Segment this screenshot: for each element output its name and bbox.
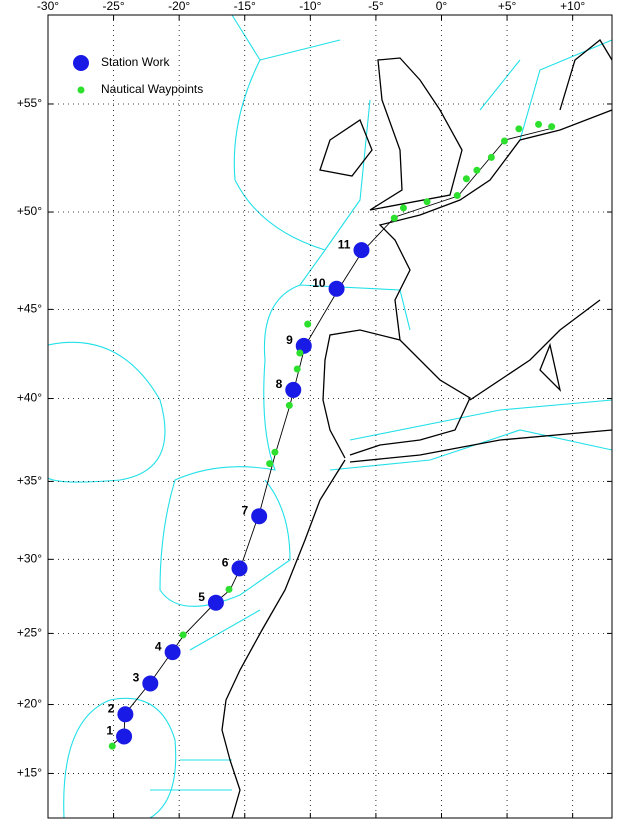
point bbox=[473, 166, 481, 174]
y-tick-label: +55° bbox=[17, 96, 42, 110]
x-tick-label: -20° bbox=[168, 0, 190, 13]
point-label: 9 bbox=[286, 333, 293, 347]
x-tick-label: -30° bbox=[37, 0, 59, 13]
x-tick-label: -10° bbox=[299, 0, 321, 13]
point bbox=[487, 153, 495, 161]
point bbox=[304, 320, 312, 328]
eez-boundary bbox=[47, 14, 613, 819]
point bbox=[399, 204, 407, 212]
point bbox=[462, 175, 470, 183]
point-label: 7 bbox=[241, 503, 248, 517]
point bbox=[353, 242, 370, 259]
point-label: 11 bbox=[338, 237, 351, 251]
point bbox=[271, 448, 279, 456]
point-label: 10 bbox=[312, 276, 326, 290]
y-tick-label: +50° bbox=[17, 204, 42, 218]
point bbox=[116, 728, 133, 745]
point bbox=[108, 742, 116, 750]
point bbox=[390, 214, 398, 222]
x-tick-label: -25° bbox=[103, 0, 125, 13]
basemap bbox=[47, 14, 613, 819]
y-tick-label: +30° bbox=[17, 551, 42, 565]
point bbox=[285, 401, 293, 409]
y-tick-label: +45° bbox=[17, 302, 42, 316]
y-tick-label: +35° bbox=[17, 474, 42, 488]
point bbox=[423, 198, 431, 206]
y-tick-label: +20° bbox=[17, 697, 42, 711]
legend-marker bbox=[77, 86, 85, 94]
point bbox=[117, 706, 134, 723]
point bbox=[266, 460, 274, 468]
point-label: 3 bbox=[133, 671, 140, 685]
point-label: 4 bbox=[155, 639, 162, 653]
x-tick-label: -15° bbox=[234, 0, 256, 13]
point bbox=[515, 125, 523, 133]
point-label: 1 bbox=[106, 724, 113, 738]
legend-label: Station Work bbox=[101, 55, 170, 69]
point bbox=[328, 280, 345, 297]
point bbox=[225, 585, 233, 593]
point-label: 6 bbox=[222, 556, 229, 570]
plot-frame bbox=[47, 14, 613, 819]
point bbox=[296, 349, 304, 357]
point-label: 5 bbox=[198, 590, 205, 604]
legend-marker bbox=[73, 55, 89, 71]
x-tick-label: -5° bbox=[368, 0, 384, 13]
point bbox=[548, 123, 556, 131]
coastline bbox=[221, 39, 613, 819]
point bbox=[179, 631, 187, 639]
legend-label: Nautical Waypoints bbox=[101, 82, 203, 96]
point bbox=[142, 675, 159, 692]
point bbox=[500, 137, 508, 145]
x-tick-label: +10° bbox=[560, 0, 585, 13]
point bbox=[293, 365, 301, 373]
point bbox=[231, 560, 248, 577]
y-tick-label: +15° bbox=[17, 766, 42, 780]
point bbox=[285, 381, 302, 398]
point bbox=[453, 192, 461, 200]
point-label: 8 bbox=[276, 377, 283, 391]
y-tick-label: +25° bbox=[17, 626, 42, 640]
x-tick-label: +5° bbox=[498, 0, 517, 13]
point bbox=[535, 120, 543, 128]
x-tick-label: 0° bbox=[436, 0, 448, 13]
point bbox=[164, 644, 181, 661]
point bbox=[251, 508, 268, 525]
y-tick-label: +40° bbox=[17, 391, 42, 405]
point bbox=[207, 594, 224, 611]
point-label: 2 bbox=[108, 701, 115, 715]
